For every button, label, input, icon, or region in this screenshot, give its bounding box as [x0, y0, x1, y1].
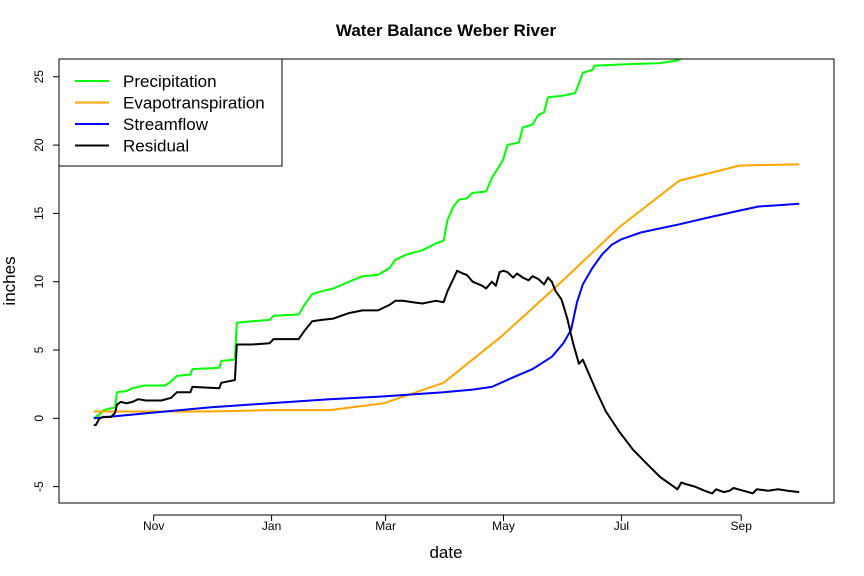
series-line-residual	[93, 269, 800, 495]
legend-label-streamflow: Streamflow	[123, 115, 209, 134]
y-tick-label: 10	[32, 275, 46, 289]
x-tick-label: Sep	[731, 519, 753, 533]
x-tick-label: Mar	[375, 519, 396, 533]
x-tick-label: May	[492, 519, 515, 533]
chart-title: Water Balance Weber River	[336, 21, 557, 40]
series-line-streamflow	[93, 202, 800, 420]
series-line-precipitation	[93, 59, 683, 420]
x-tick-label: Jan	[262, 519, 281, 533]
x-axis-title: date	[429, 543, 462, 562]
legend: Precipitation Evapotranspiration Streamflo…	[58, 58, 283, 167]
x-axis: Nov Jan Mar May Jul Sep	[143, 514, 753, 533]
legend-label-precipitation: Precipitation	[123, 72, 217, 91]
y-tick-label: 15	[32, 206, 46, 220]
series-line-evapotranspiration	[93, 163, 800, 413]
legend-label-evapotranspiration: Evapotranspiration	[123, 94, 265, 113]
y-tick-label: 5	[32, 346, 46, 353]
x-tick-label: Nov	[143, 519, 164, 533]
y-tick-label: -5	[32, 481, 46, 492]
series-layer	[93, 59, 800, 495]
y-axis-title: inches	[0, 256, 19, 305]
legend-label-residual: Residual	[123, 137, 189, 156]
legend-box	[58, 58, 283, 167]
y-tick-label: 25	[32, 70, 46, 84]
x-tick-label: Jul	[614, 519, 629, 533]
y-tick-label: 20	[32, 138, 46, 152]
y-tick-label: 0	[32, 415, 46, 422]
